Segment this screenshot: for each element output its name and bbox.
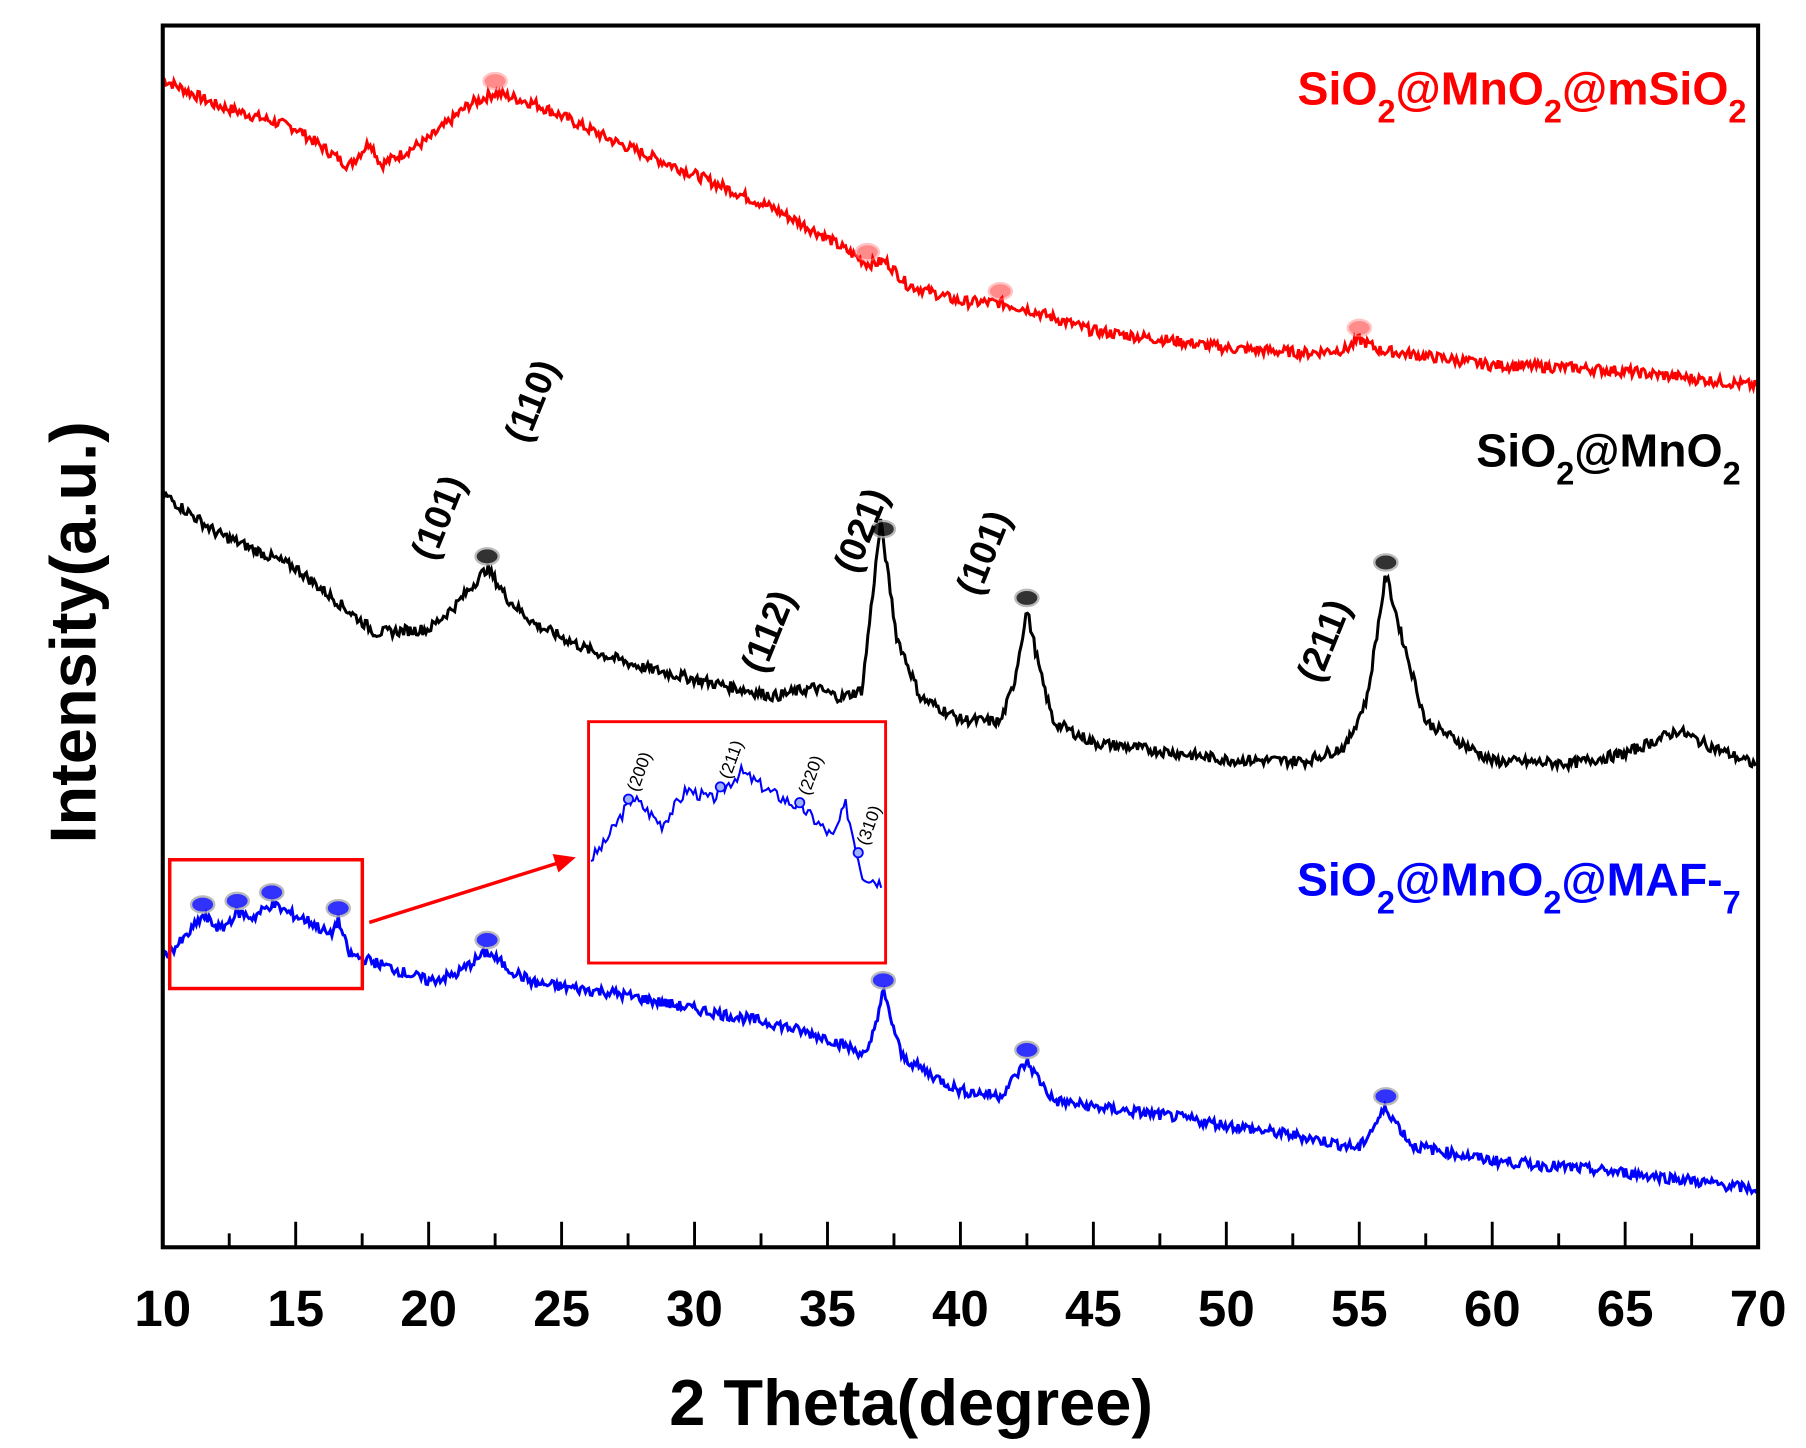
inset-line [590, 761, 883, 890]
hkl-label: (112) [732, 584, 803, 678]
legend-label-black: SiO2@MnO2 [1476, 424, 1740, 491]
x-tick-label: 10 [134, 1280, 191, 1337]
x-tick-label: 70 [1730, 1280, 1787, 1337]
x-tick-label: 20 [400, 1280, 457, 1337]
x-tick-label: 60 [1464, 1280, 1521, 1337]
peak-marker [325, 898, 352, 918]
peak-marker [1373, 553, 1399, 572]
peak-marker [189, 895, 216, 914]
inset-peak-marker [622, 793, 634, 805]
inset-peak-marker [794, 797, 806, 809]
peak-marker [474, 547, 500, 566]
curves [161, 75, 1758, 1197]
y-axis-label: Intensity(a.u.) [36, 421, 109, 843]
zoom-arrow [368, 861, 558, 925]
peak-marker [870, 519, 897, 539]
peak-marker [870, 971, 897, 990]
peak-markers [189, 71, 1399, 1106]
plot-frame [160, 23, 1761, 1250]
peak-marker [854, 242, 881, 262]
peak-marker [224, 891, 250, 911]
series-line-2 [161, 899, 1758, 1197]
peak-marker [482, 71, 508, 91]
inset-peak-marker [714, 781, 726, 793]
x-tick-label: 45 [1065, 1280, 1122, 1337]
x-tick-label: 25 [533, 1280, 590, 1337]
series-line-0 [162, 75, 1758, 395]
peak-marker [259, 883, 285, 902]
hkl-label: (211) [1288, 593, 1359, 687]
x-tick-label: 15 [267, 1280, 324, 1337]
peak-marker [474, 930, 500, 950]
legend-label-blue: SiO2@MnO2@MAF-7 [1297, 854, 1741, 921]
hkl-label: (110) [496, 354, 567, 448]
x-tick-label: 50 [1198, 1280, 1255, 1337]
x-tick-label: 35 [799, 1280, 856, 1337]
hkl-label: (101) [947, 504, 1018, 600]
legend-label-red: SiO2@MnO2@mSiO2 [1298, 62, 1747, 129]
inset-peak-marker [852, 847, 864, 859]
x-ticks: 10 15 20 25 30 35 40 45 50 55 60 65 70 [134, 1221, 1787, 1337]
zoom-region-box [167, 858, 365, 991]
zoom-arrow-head [552, 853, 576, 873]
series-line-1 [161, 488, 1758, 774]
peak-marker [1014, 588, 1040, 608]
x-tick-label: 55 [1331, 1280, 1388, 1337]
x-axis-label: 2 Theta(degree) [669, 1366, 1153, 1439]
peak-marker [1373, 1087, 1399, 1106]
x-tick-label: 65 [1597, 1280, 1654, 1337]
hkl-label: (101) [402, 469, 473, 565]
peak-marker [987, 281, 1014, 301]
peak-marker [1346, 318, 1373, 338]
peak-marker [1014, 1040, 1040, 1060]
inset-box [587, 720, 888, 965]
x-tick-label: 40 [932, 1280, 989, 1337]
x-tick-label: 30 [666, 1280, 723, 1337]
peak-labels: (101)(110)(112)(021) (101)(211) [402, 354, 1358, 688]
